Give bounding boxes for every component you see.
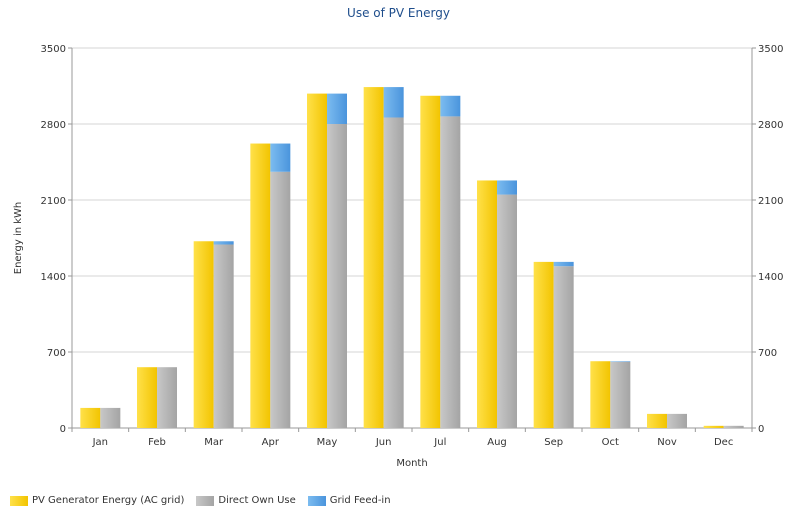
bar-pv-generator [80,407,101,428]
bar-pv-generator [477,180,497,428]
y-tick-label-left: 2800 [41,120,66,131]
bar-direct-own-use [383,117,404,428]
x-tick-label: Feb [148,437,166,448]
legend-label: Grid Feed-in [329,495,391,506]
y-tick-label-right: 2800 [758,120,783,131]
bar-direct-own-use [723,425,744,428]
legend-swatch [10,495,28,506]
y-tick-label-right: 700 [758,348,777,359]
x-tick-label: Dec [714,437,733,448]
x-tick-label: Jun [375,437,392,448]
bar-grid-feed-in [327,93,347,124]
bar-grid-feed-in [497,180,517,195]
legend-item[interactable]: Grid Feed-in [307,495,391,506]
x-tick-label: Mar [204,437,224,448]
bar-direct-own-use [610,361,631,428]
x-tick-label: Oct [602,437,619,448]
bar-direct-own-use [327,124,347,428]
x-tick-label: Jan [92,437,108,448]
bar-direct-own-use [440,116,461,429]
bar-grid-feed-in [270,143,291,172]
bar-direct-own-use [270,171,291,428]
bar-pv-generator [250,143,271,429]
x-tick-label: Aug [487,437,507,448]
y-tick-label-right: 3500 [758,44,783,55]
chart-title: Use of PV Energy [347,6,450,20]
bar-pv-generator [647,413,667,428]
legend-label: PV Generator Energy (AC grid) [32,495,185,506]
legend-swatch [196,495,215,506]
y-tick-label-right: 1400 [758,272,783,283]
bar-pv-generator [420,95,441,429]
bar-grid-feed-in [610,361,631,362]
bar-direct-own-use [157,367,177,428]
legend-label: Direct Own Use [218,495,296,506]
x-axis-title: Month [396,458,427,469]
bar-pv-generator [193,241,214,428]
y-tick-label-left: 2100 [41,196,66,207]
bar-pv-generator [137,367,157,428]
x-tick-label: Jul [433,437,446,448]
bar-grid-feed-in [553,261,574,267]
bar-direct-own-use [497,194,517,428]
legend-item[interactable]: Direct Own Use [196,495,296,506]
bar-pv-generator [590,361,611,428]
bar-direct-own-use [667,413,687,428]
y-tick-label-left: 0 [60,424,66,435]
bar-pv-generator [703,425,724,428]
y-tick-label-right: 0 [758,424,764,435]
x-tick-label: May [317,437,338,448]
bar-direct-own-use [553,266,574,428]
chart-legend: PV Generator Energy (AC grid) Direct Own … [10,495,391,506]
legend-swatch [307,495,326,506]
bar-pv-generator [363,87,384,428]
bar-direct-own-use [100,407,121,428]
bar-direct-own-use [213,244,234,428]
bar-grid-feed-in [383,87,404,118]
y-tick-label-left: 700 [47,348,66,359]
x-tick-label: Nov [657,437,677,448]
bar-grid-feed-in [440,95,461,117]
y-axis-title: Energy in kWh [13,202,24,275]
bar-pv-generator [533,261,554,428]
legend-item[interactable]: PV Generator Energy (AC grid) [10,495,184,506]
bar-pv-generator [307,93,327,428]
y-tick-label-left: 3500 [41,44,66,55]
x-tick-label: Apr [262,437,280,448]
bar-grid-feed-in [213,241,234,245]
x-tick-label: Sep [544,437,563,448]
y-tick-label-left: 1400 [41,272,66,283]
y-tick-label-right: 2100 [758,196,783,207]
